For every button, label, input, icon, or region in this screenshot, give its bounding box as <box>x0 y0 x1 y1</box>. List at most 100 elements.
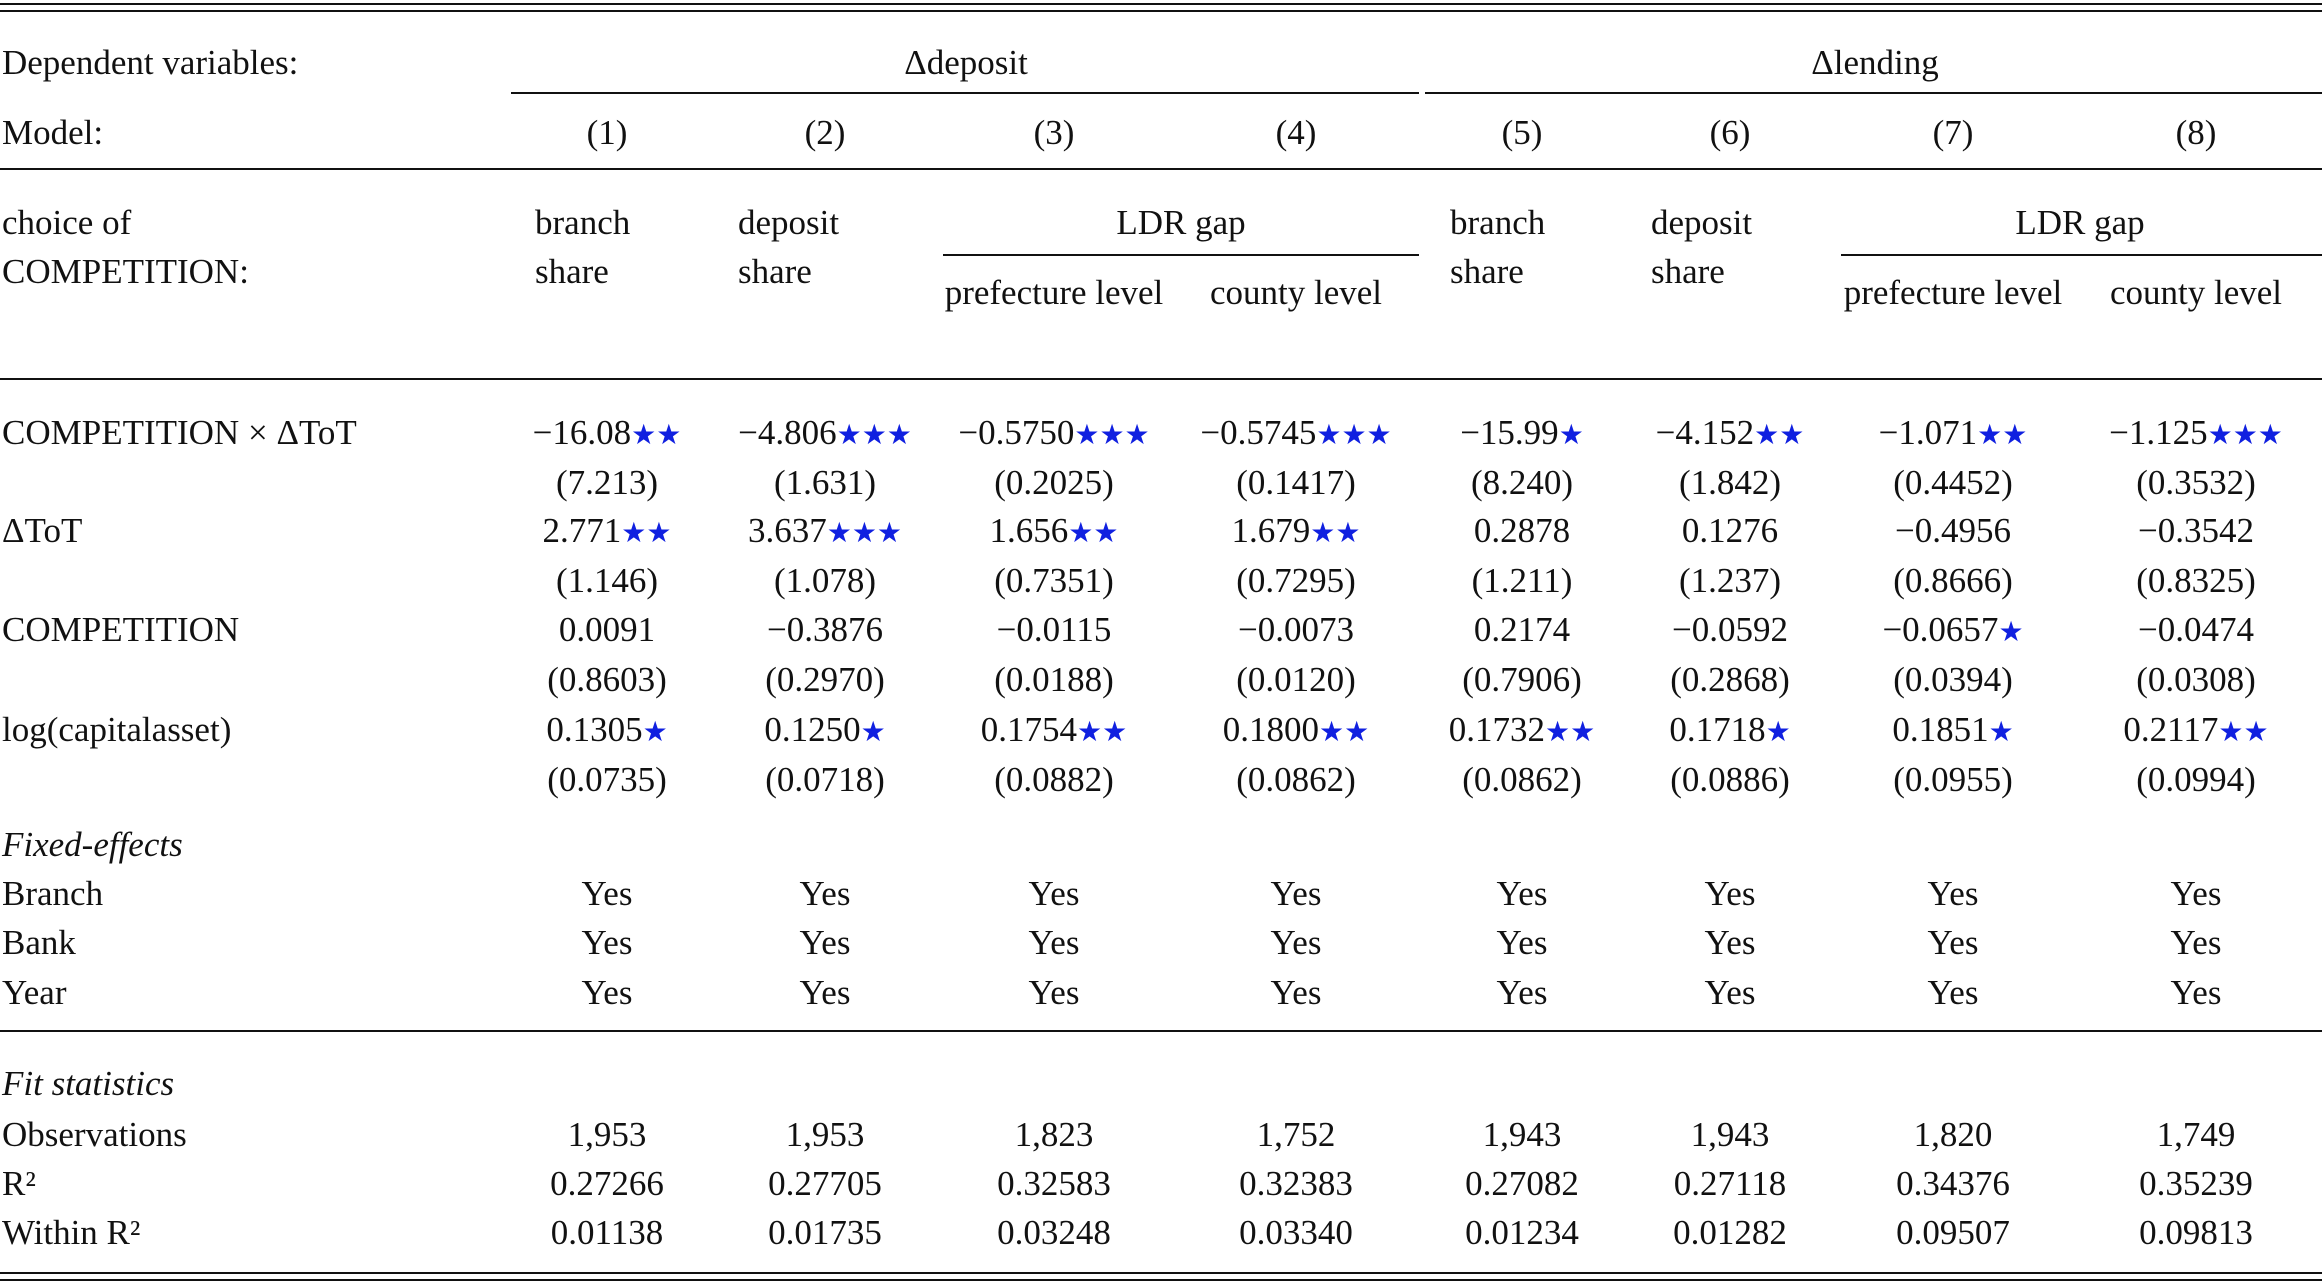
estimate: 0.1305 <box>546 709 643 749</box>
significance-stars: ★ <box>1765 716 1791 748</box>
estimate-cell: −4.152★★ <box>1656 408 1805 460</box>
estimate-cell: 1.679★★ <box>1232 506 1361 558</box>
fit-label: Within R² <box>2 1212 141 1252</box>
fe-value: Yes <box>1270 873 1322 913</box>
estimate: −1.071 <box>1878 412 1978 452</box>
standard-error: (1.631) <box>773 462 877 502</box>
estimate: −0.0115 <box>996 609 1112 649</box>
estimate: −0.0474 <box>2138 609 2254 649</box>
estimate: −15.99 <box>1460 412 1559 452</box>
estimate-cell: −0.0657★ <box>1882 605 2023 657</box>
estimate: −0.3876 <box>767 609 883 649</box>
estimate: 0.1800 <box>1222 709 1320 749</box>
fe-value: Yes <box>1496 873 1548 913</box>
significance-stars: ★★★ <box>2207 419 2283 451</box>
estimate: −0.4956 <box>1895 510 2011 550</box>
fit-value: 0.27082 <box>1465 1163 1579 1203</box>
fe-label: Bank <box>2 923 76 962</box>
estimate-cell: −0.3542 <box>2138 506 2254 555</box>
fe-value: Yes <box>1028 923 1080 962</box>
fit-label: R² <box>2 1163 36 1203</box>
fe-value: Yes <box>581 972 633 1012</box>
estimate-cell: 0.1851★ <box>1892 705 2013 757</box>
estimate-cell: 2.771★★ <box>543 506 672 558</box>
standard-error: (0.8666) <box>1893 560 2013 600</box>
estimate-cell: 0.1800★★ <box>1223 705 1369 757</box>
standard-error: (0.8603) <box>547 659 667 699</box>
model-number: (2) <box>804 112 846 152</box>
significance-stars: ★★★ <box>1074 419 1150 451</box>
standard-error: (0.0862) <box>1462 759 1582 799</box>
significance-stars: ★★ <box>1319 716 1370 748</box>
group-label: Δlending <box>1811 42 1939 82</box>
bottom-rule <box>0 1279 2322 1281</box>
fit-value: 0.01234 <box>1465 1212 1579 1252</box>
fit-value: 1,820 <box>1913 1114 1993 1154</box>
standard-error: (0.0994) <box>2136 759 2256 799</box>
fit-value: 1,823 <box>1014 1114 1094 1154</box>
header-rule <box>0 168 2322 170</box>
estimate-cell: −0.0474 <box>2138 605 2254 654</box>
significance-stars: ★ <box>642 716 668 748</box>
fe-value: Yes <box>1704 972 1756 1012</box>
estimate-cell: 0.0091 <box>559 605 655 654</box>
fe-value: Yes <box>1496 923 1548 962</box>
fe-value: Yes <box>2170 873 2222 913</box>
model-number: (7) <box>1932 112 1974 152</box>
fit-value: 0.03340 <box>1239 1212 1353 1252</box>
significance-stars: ★★ <box>1310 517 1361 549</box>
significance-stars: ★ <box>1988 716 2014 748</box>
standard-error: (0.1417) <box>1236 462 1356 502</box>
section-title: Fit statistics <box>2 1063 175 1103</box>
standard-error: (0.4452) <box>1893 462 2013 502</box>
model-number: (3) <box>1033 112 1075 152</box>
significance-stars: ★ <box>1998 616 2024 648</box>
model-number: (6) <box>1709 112 1751 152</box>
significance-stars: ★★ <box>1754 419 1805 451</box>
estimate-cell: −0.4956 <box>1895 506 2011 555</box>
estimate-cell: 0.2117★★ <box>2123 705 2268 757</box>
significance-stars: ★★ <box>621 517 672 549</box>
significance-stars: ★★ <box>1545 716 1596 748</box>
group-rule <box>511 92 1419 94</box>
variable-label: COMPETITION <box>2 609 240 649</box>
fit-value: 1,752 <box>1256 1114 1336 1154</box>
standard-error: (1.237) <box>1678 560 1782 600</box>
standard-error: (0.0120) <box>1236 659 1356 699</box>
standard-error: (1.842) <box>1678 462 1782 502</box>
estimate: −4.152 <box>1655 412 1755 452</box>
competition-column: branch share <box>1450 202 1546 291</box>
fe-value: Yes <box>1704 923 1756 962</box>
section-title: Fixed-effects <box>2 824 183 864</box>
estimate-cell: −1.071★★ <box>1879 408 2028 460</box>
model-number: (5) <box>1501 112 1543 152</box>
estimate-cell: −0.0115 <box>997 605 1112 654</box>
variable-label: COMPETITION × ΔToT <box>2 412 357 452</box>
estimate: 0.2878 <box>1473 510 1571 550</box>
fe-value: Yes <box>1496 972 1548 1012</box>
group-rule <box>1425 92 2322 94</box>
estimate: 1.679 <box>1231 510 1311 550</box>
standard-error: (0.0718) <box>765 759 885 799</box>
spanner-label: LDR gap <box>2015 202 2145 242</box>
estimate: 0.2174 <box>1473 609 1571 649</box>
estimate-cell: 0.1276 <box>1682 506 1778 555</box>
fe-value: Yes <box>799 873 851 913</box>
estimate: 0.1250 <box>764 709 861 749</box>
standard-error: (1.146) <box>555 560 659 600</box>
fe-value: Yes <box>799 972 851 1012</box>
variable-label: log(capitalasset) <box>2 709 232 749</box>
estimate: 0.1851 <box>1892 709 1989 749</box>
standard-error: (0.0394) <box>1893 659 2013 699</box>
estimate-cell: 0.1250★ <box>764 705 885 757</box>
estimate-cell: 0.2174 <box>1474 605 1570 654</box>
fit-value: 1,953 <box>785 1114 865 1154</box>
bottom-rule <box>0 1272 2322 1274</box>
significance-stars: ★★★ <box>1316 419 1392 451</box>
estimate: −0.3542 <box>2138 510 2254 550</box>
competition-column: prefecture level <box>944 272 1164 312</box>
estimate: −0.0592 <box>1672 609 1788 649</box>
estimate: −1.125 <box>2109 412 2208 452</box>
fe-label: Branch <box>2 873 104 913</box>
